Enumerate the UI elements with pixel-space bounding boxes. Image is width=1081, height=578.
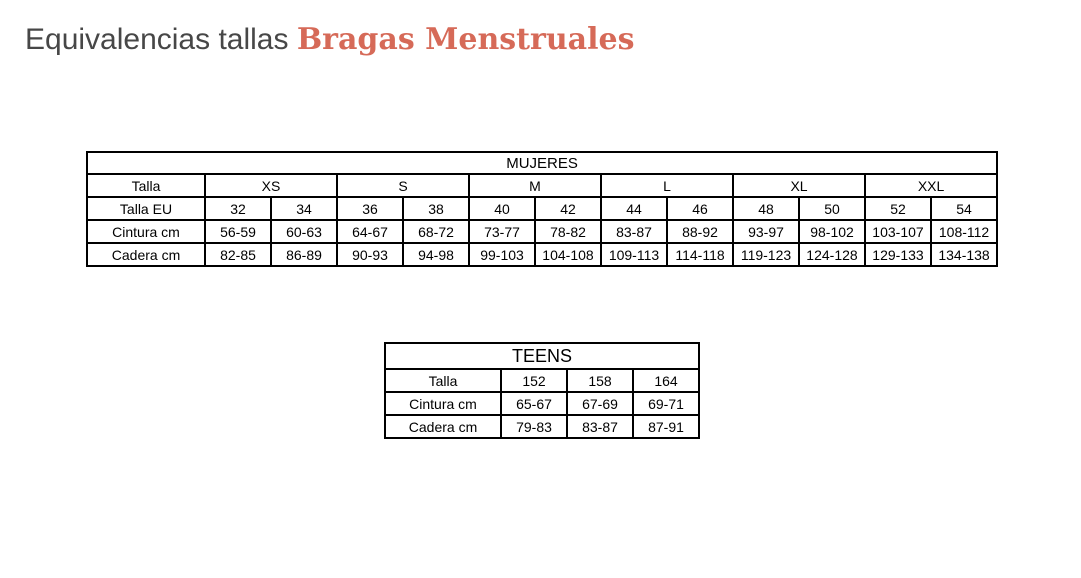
talla-eu-cell: 52 [864, 196, 932, 221]
teens-cadera-cell: 79-83 [500, 414, 568, 439]
cintura-cell: 103-107 [864, 219, 932, 244]
talla-eu-cell: 50 [798, 196, 866, 221]
cadera-cell: 134-138 [929, 242, 999, 267]
cintura-cell: 88-92 [666, 219, 734, 244]
cintura-cell: 73-77 [468, 219, 536, 244]
cadera-cell: 109-113 [600, 242, 668, 267]
cadera-cell: 104-108 [534, 242, 602, 267]
size-group-m: M [468, 173, 602, 198]
cintura-cell: 108-112 [929, 219, 999, 244]
cintura-cell: 78-82 [534, 219, 602, 244]
row-label-cadera: Cadera cm [86, 242, 206, 267]
page-title-prefix: Equivalencias tallas [25, 23, 289, 56]
row-label-talla-eu: Talla EU [86, 196, 206, 221]
size-group-xl: XL [732, 173, 866, 198]
cintura-cell: 83-87 [600, 219, 668, 244]
talla-eu-cell: 48 [732, 196, 800, 221]
size-group-l: L [600, 173, 734, 198]
cintura-cell: 68-72 [402, 219, 470, 244]
size-group-xs: XS [204, 173, 338, 198]
row-label-teens-cadera: Cadera cm [384, 414, 502, 439]
talla-eu-cell: 36 [336, 196, 404, 221]
cintura-cell: 93-97 [732, 219, 800, 244]
teens-cintura-row: Cintura cm 65-67 67-69 69-71 [384, 391, 701, 416]
cintura-cell: 98-102 [798, 219, 866, 244]
row-label-cintura: Cintura cm [86, 219, 206, 244]
mujeres-cadera-row: Cadera cm 82-85 86-89 90-93 94-98 99-103… [86, 242, 999, 267]
cadera-cell: 124-128 [798, 242, 866, 267]
teens-cadera-cell: 83-87 [566, 414, 634, 439]
cadera-cell: 119-123 [732, 242, 800, 267]
teens-table-title: TEENS [383, 342, 701, 370]
cadera-cell: 86-89 [270, 242, 338, 267]
cadera-cell: 94-98 [402, 242, 470, 267]
talla-eu-cell: 32 [204, 196, 272, 221]
mujeres-talla-eu-row: Talla EU 32 34 36 38 40 42 44 46 48 50 5… [86, 196, 999, 221]
teens-size-table: TEENS Talla 152 158 164 Cintura cm 65-67… [383, 342, 701, 439]
teens-cintura-cell: 65-67 [500, 391, 568, 416]
mujeres-cintura-row: Cintura cm 56-59 60-63 64-67 68-72 73-77… [86, 219, 999, 244]
teens-talla-row: Talla 152 158 164 [384, 368, 701, 393]
row-label-teens-cintura: Cintura cm [384, 391, 502, 416]
teens-talla-cell: 158 [566, 368, 634, 393]
cadera-cell: 82-85 [204, 242, 272, 267]
row-label-talla: Talla [86, 173, 206, 198]
talla-eu-cell: 38 [402, 196, 470, 221]
cintura-cell: 60-63 [270, 219, 338, 244]
teens-cadera-row: Cadera cm 79-83 83-87 87-91 [384, 414, 701, 439]
cadera-cell: 114-118 [666, 242, 734, 267]
cadera-cell: 129-133 [864, 242, 932, 267]
talla-eu-cell: 44 [600, 196, 668, 221]
talla-eu-cell: 40 [468, 196, 536, 221]
teens-cintura-cell: 69-71 [631, 391, 701, 416]
page-title-highlight: Bragas Menstruales [296, 22, 635, 57]
cintura-cell: 64-67 [336, 219, 404, 244]
row-label-teens-talla: Talla [384, 368, 502, 393]
cintura-cell: 56-59 [204, 219, 272, 244]
mujeres-table-title: MUJERES [85, 151, 999, 175]
talla-eu-cell: 54 [929, 196, 999, 221]
talla-eu-cell: 46 [666, 196, 734, 221]
teens-talla-cell: 164 [631, 368, 701, 393]
teens-cadera-cell: 87-91 [631, 414, 701, 439]
size-group-xxl: XXL [863, 173, 999, 198]
teens-talla-cell: 152 [500, 368, 568, 393]
teens-cintura-cell: 67-69 [566, 391, 634, 416]
size-group-s: S [336, 173, 470, 198]
talla-eu-cell: 42 [534, 196, 602, 221]
cadera-cell: 99-103 [468, 242, 536, 267]
mujeres-size-group-row: Talla XS S M L XL XXL [86, 173, 999, 198]
mujeres-size-table: MUJERES Talla XS S M L XL XXL Talla EU 3… [85, 151, 999, 267]
mujeres-title-row: MUJERES [85, 151, 999, 175]
cadera-cell: 90-93 [336, 242, 404, 267]
page-title: Equivalencias tallas Bragas Menstruales [25, 22, 634, 57]
talla-eu-cell: 34 [270, 196, 338, 221]
teens-title-row: TEENS [383, 342, 701, 370]
